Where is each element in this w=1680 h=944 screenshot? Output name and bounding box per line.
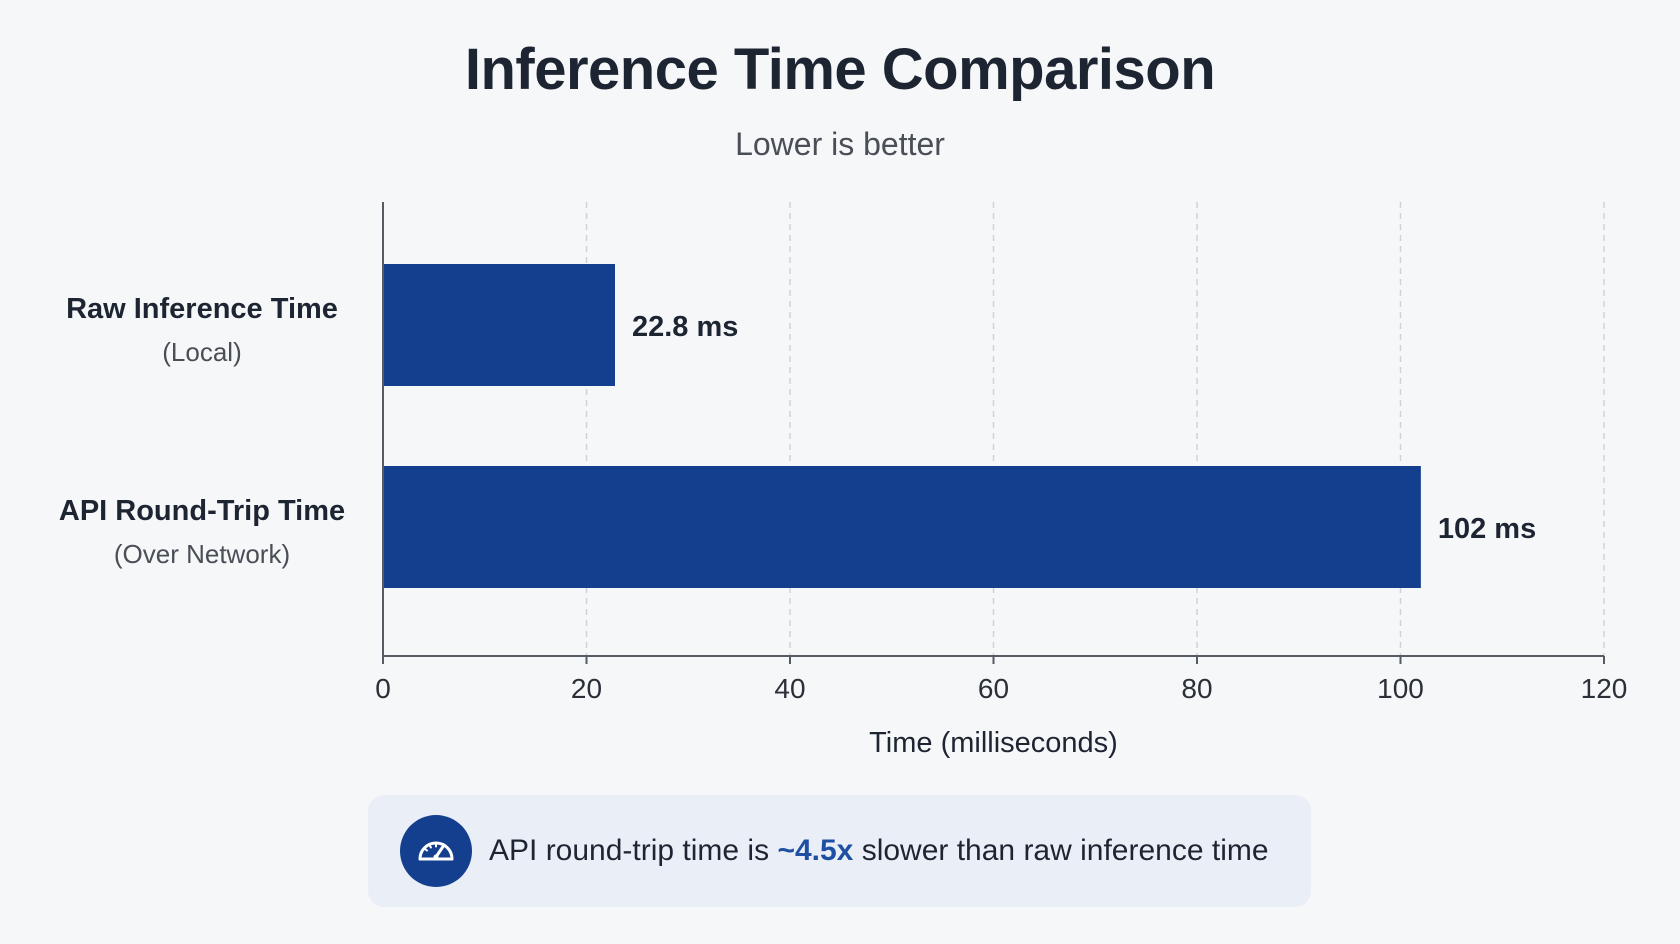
chart-title: Inference Time Comparison [464, 37, 1216, 102]
callout-highlight: ~4.5x [777, 834, 854, 867]
speedometer-icon [400, 815, 472, 887]
category-sublabel: (Local) [162, 337, 241, 367]
x-tick-label: 0 [375, 673, 391, 704]
callout-text: API round-trip time is ~4.5x slower than… [489, 795, 1269, 907]
x-tick-label: 40 [774, 673, 805, 704]
x-tick-label: 80 [1181, 673, 1212, 704]
x-tick-label: 100 [1377, 673, 1424, 704]
bar-chart: 0 20 40 60 80 100 120 Time (milliseconds) 22.8 m… [59, 202, 1628, 759]
bar [384, 466, 1421, 588]
bar-value-label: 22.8 ms [632, 311, 738, 343]
chart-subtitle: Lower is better [735, 126, 945, 162]
category-label: Raw Inference Time [66, 293, 338, 325]
x-tick-label: 60 [978, 673, 1009, 704]
callout-text-before: API round-trip time is [489, 834, 778, 867]
x-tick-label: 120 [1581, 673, 1628, 704]
x-axis-label: Time (milliseconds) [869, 727, 1118, 759]
callout-text-after: slower than raw inference time [853, 834, 1269, 867]
x-tick-label: 20 [571, 673, 602, 704]
bar-value-label: 102 ms [1438, 513, 1536, 545]
category-sublabel: (Over Network) [114, 539, 290, 569]
bar [384, 264, 615, 386]
comparison-callout: API round-trip time is ~4.5x slower than… [368, 795, 1311, 907]
category-label: API Round-Trip Time [59, 495, 345, 527]
